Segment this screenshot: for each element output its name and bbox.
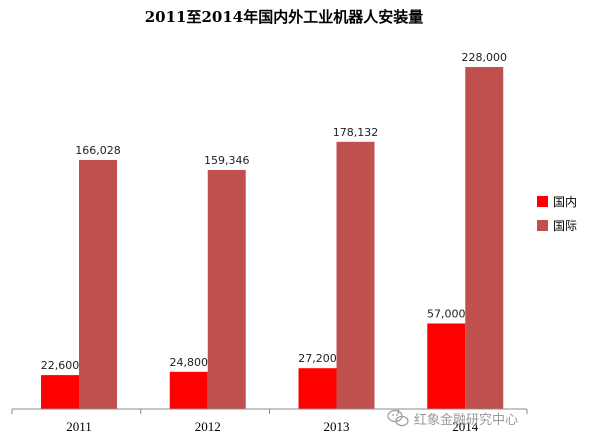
x-tick-label: 2013	[324, 419, 350, 434]
data-label: 159,346	[204, 154, 250, 167]
x-axis-tick-labels: 2011 2012 2013 2014	[66, 419, 479, 434]
data-label: 178,132	[333, 126, 379, 139]
wechat-icon	[387, 409, 409, 427]
bar-国际-2012	[207, 169, 246, 409]
bar-国内-2012	[169, 371, 208, 409]
data-label: 57,000	[427, 308, 466, 321]
legend-swatch	[537, 220, 548, 231]
data-label: 228,000	[462, 51, 508, 64]
x-axis-ticks	[11, 409, 528, 414]
chart-title: 2011至2014年国内外工业机器人安装量	[145, 8, 424, 26]
bar-国内-2011	[41, 375, 79, 409]
data-label: 24,800	[170, 356, 209, 369]
bars-layer	[41, 67, 504, 409]
legend-label: 国内	[553, 195, 577, 209]
x-tick-label: 2012	[195, 419, 221, 434]
data-label: 22,600	[41, 359, 80, 372]
watermark: 红象金融研究中心	[387, 409, 518, 428]
x-tick-label: 2011	[66, 419, 92, 434]
bar-国内-2014	[427, 323, 466, 409]
data-labels-layer: 22,600 166,028 24,800 159,346 27,200 178,132 5…	[41, 51, 507, 372]
bar-国内-2013	[298, 368, 337, 409]
legend-label: 国际	[553, 219, 577, 233]
data-label: 27,200	[298, 352, 337, 365]
bar-国际-2013	[336, 141, 375, 409]
watermark-text: 红象金融研究中心	[414, 412, 518, 428]
data-label: 166,028	[75, 144, 121, 157]
bar-国际-2014	[465, 67, 504, 409]
x-tick-label: 2014	[452, 419, 479, 434]
bar-国际-2011	[79, 159, 117, 409]
legend-swatch	[537, 196, 548, 207]
